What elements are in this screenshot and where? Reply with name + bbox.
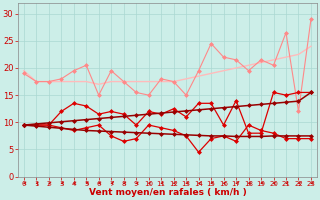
X-axis label: Vent moyen/en rafales ( km/h ): Vent moyen/en rafales ( km/h ) — [89, 188, 246, 197]
